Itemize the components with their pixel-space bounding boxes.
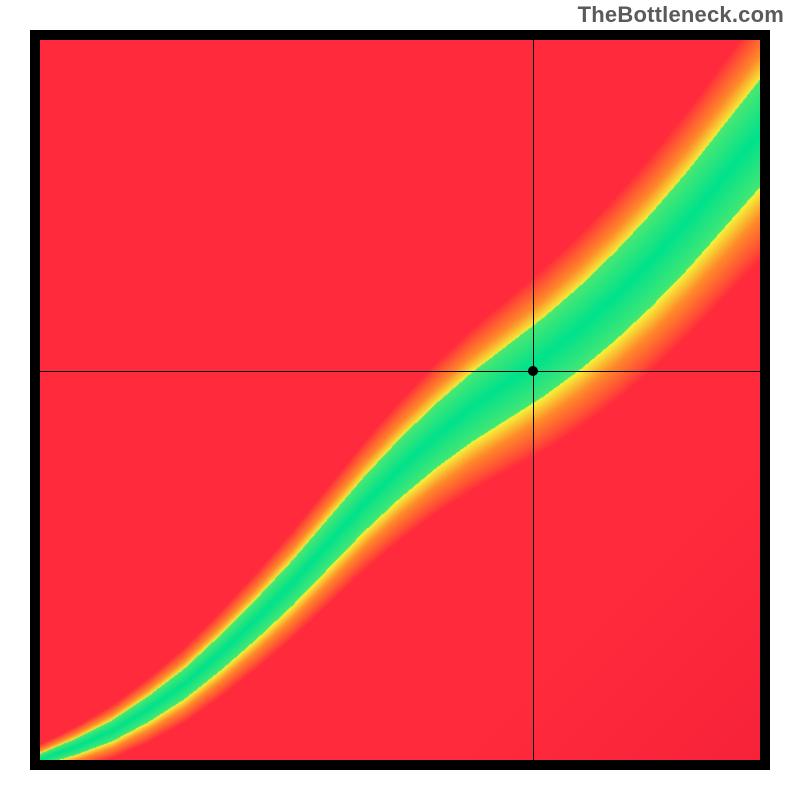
heatmap-canvas <box>40 40 760 760</box>
chart-container: TheBottleneck.com <box>0 0 800 800</box>
watermark-text: TheBottleneck.com <box>578 2 784 28</box>
chart-frame <box>30 30 770 770</box>
